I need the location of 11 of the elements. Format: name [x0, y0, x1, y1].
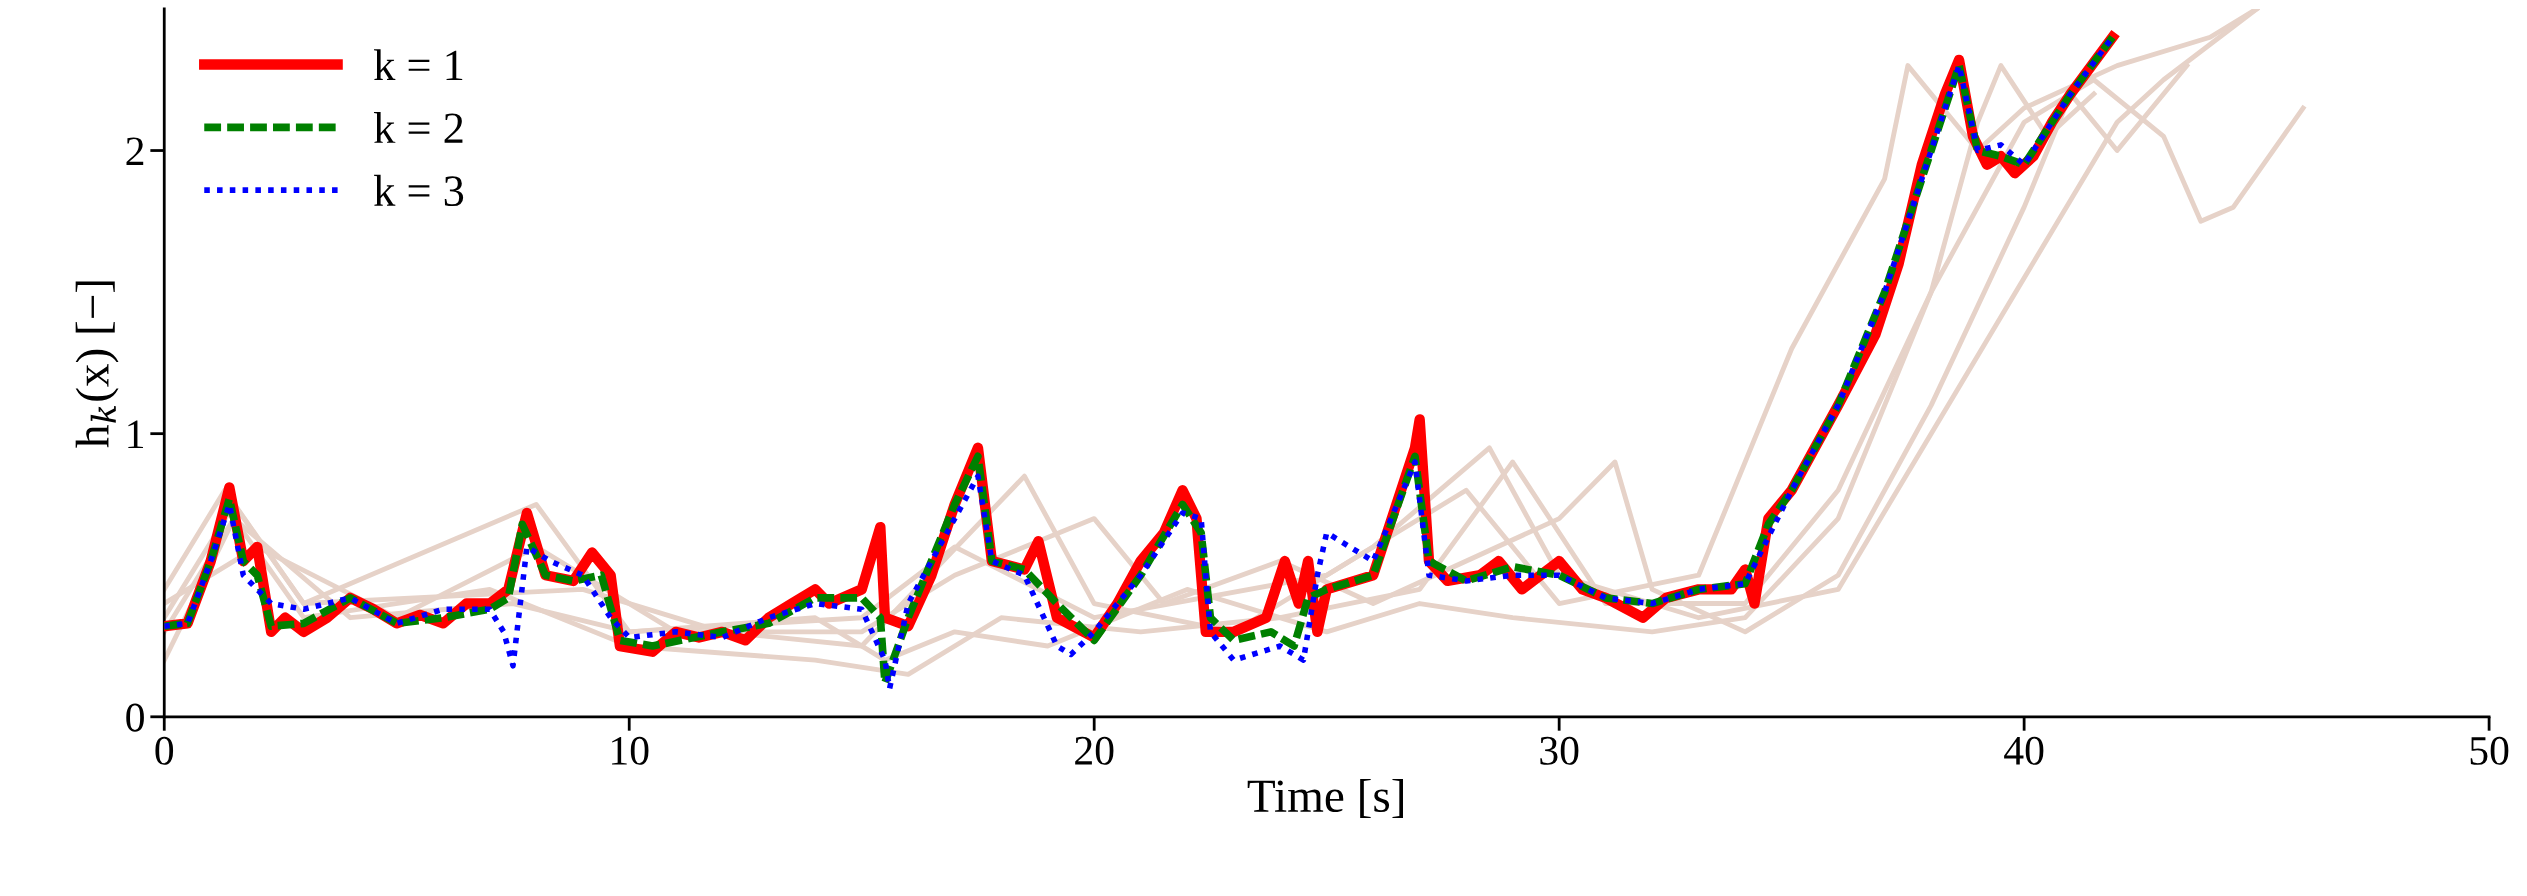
y-axis-title: h$_{k}$(x) [−] — [75, 281, 119, 448]
y-tick-label: 2 — [126, 137, 144, 165]
x-tick-label: 20 — [1075, 736, 1114, 765]
y-tick-label: 0 — [126, 703, 144, 732]
x-tick-label: 40 — [2004, 736, 2044, 765]
x-axis-title: Time [s] — [1247, 778, 1403, 818]
x-tick-label: 0 — [155, 736, 174, 765]
x-tick-label: 30 — [1540, 736, 1579, 765]
y-tick-label: 1 — [128, 420, 144, 449]
x-tick-label: 10 — [612, 736, 649, 765]
x-tick-label: 50 — [2470, 736, 2509, 765]
